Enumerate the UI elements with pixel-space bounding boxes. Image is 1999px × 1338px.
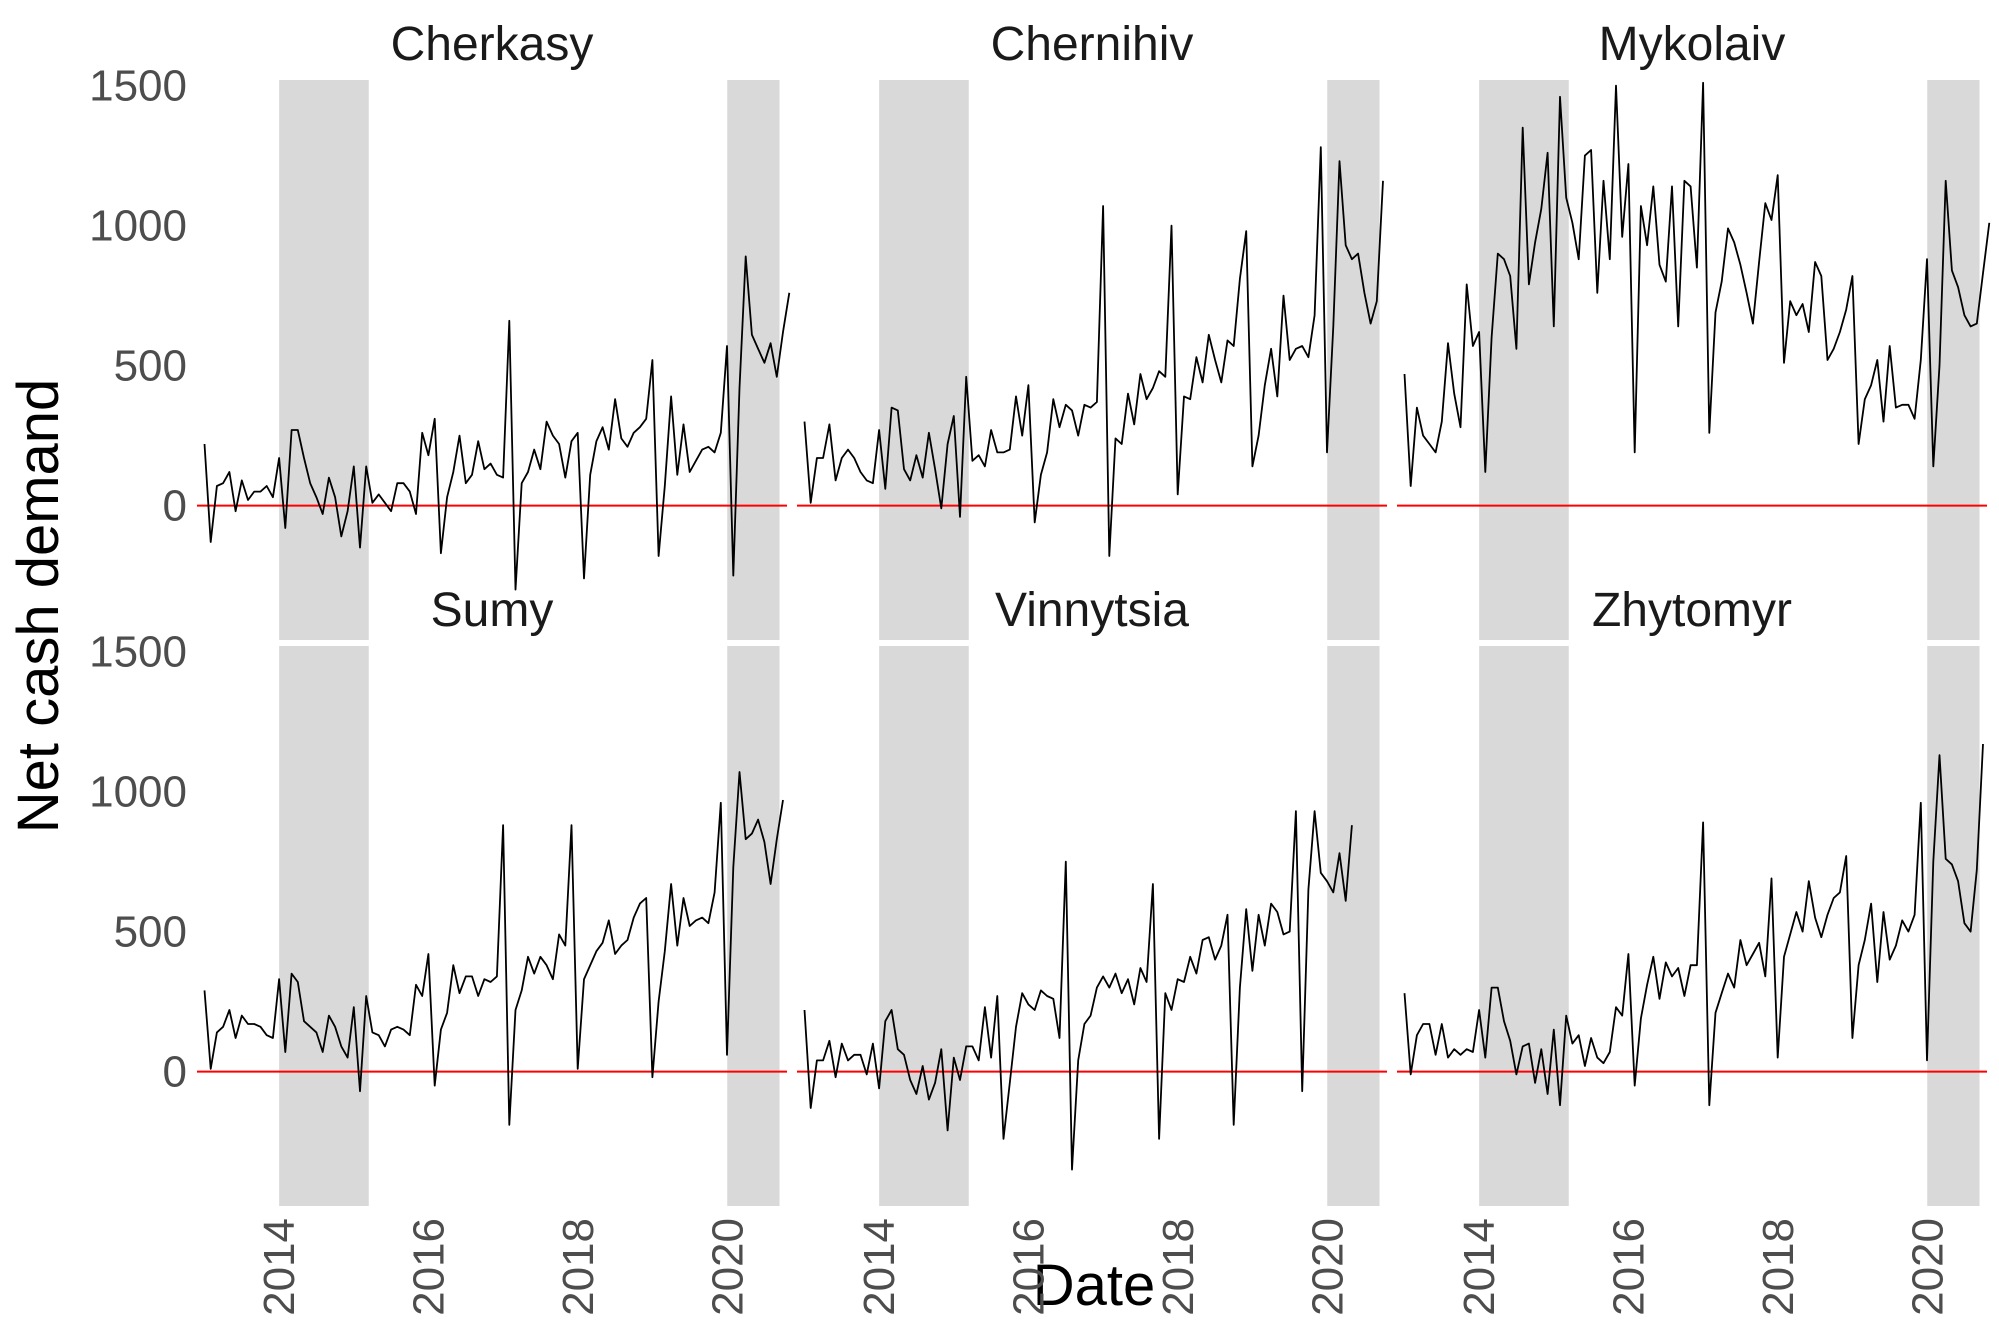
x-tick-label: 2016 (1605, 1218, 1654, 1316)
y-tick-label: 1500 (89, 628, 187, 677)
x-tick-label: 2020 (703, 1218, 752, 1316)
x-tick-label: 2020 (1903, 1218, 1952, 1316)
x-tick-label: 2014 (1455, 1218, 1504, 1316)
facet-title: Chernihiv (991, 18, 1194, 71)
shaded-period-2 (727, 646, 780, 1206)
y-tick-label: 500 (114, 908, 187, 957)
shaded-period-2 (727, 80, 780, 640)
x-tick-label: 2018 (554, 1218, 603, 1316)
series-line (1403, 743, 1984, 1107)
y-axis-title: Net cash demand (6, 379, 71, 834)
series-line (203, 771, 784, 1126)
y-tick-label: 500 (114, 342, 187, 391)
y-tick-label: 0 (163, 1048, 187, 1097)
facet-title: Cherkasy (391, 18, 594, 71)
x-tick-label: 2014 (255, 1218, 304, 1316)
facet-title: Zhytomyr (1592, 584, 1792, 637)
x-tick-label: 2016 (405, 1218, 454, 1316)
shaded-period-2 (1927, 80, 1980, 640)
y-tick-label: 1000 (89, 202, 187, 251)
facet-title: Sumy (431, 584, 554, 637)
x-tick-label: 2018 (1754, 1218, 1803, 1316)
facet-panel-zhytomyr: Zhytomyr 2014 2016 2018 2020 (1397, 584, 1987, 1316)
shaded-period-1 (279, 80, 369, 640)
x-tick-label: 2018 (1154, 1218, 1203, 1316)
shaded-period-1 (879, 80, 969, 640)
series-line (803, 810, 1353, 1171)
x-axis-title: Date (1033, 1253, 1156, 1318)
facet-title: Mykolaiv (1599, 18, 1786, 71)
shaded-period-2 (1327, 646, 1380, 1206)
shaded-period-1 (879, 646, 969, 1206)
series-line (1403, 81, 1991, 487)
shaded-period-2 (1327, 80, 1380, 640)
facet-title: Vinnytsia (995, 584, 1189, 637)
facet-panel-cherkasy: Cherkasy 0 500 1000 1500 (89, 18, 791, 640)
x-tick-label: 2020 (1303, 1218, 1352, 1316)
series-line (203, 255, 791, 591)
facet-panel-vinnytsia: Vinnytsia 2014 2016 2018 2020 (797, 584, 1387, 1316)
facet-panel-mykolaiv: Mykolaiv (1397, 18, 1991, 640)
shaded-period-1 (1479, 646, 1569, 1206)
facet-panel-chernihiv: Chernihiv (797, 18, 1387, 640)
x-tick-label: 2016 (1005, 1218, 1054, 1316)
x-tick-label: 2014 (855, 1218, 904, 1316)
shaded-period-1 (279, 646, 369, 1206)
y-tick-label: 1000 (89, 768, 187, 817)
series-line (803, 146, 1384, 557)
facet-panel-sumy: Sumy 0 500 1000 1500 2014 2016 2018 2020 (89, 584, 787, 1316)
y-tick-label: 1500 (89, 62, 187, 111)
y-tick-label: 0 (163, 482, 187, 531)
